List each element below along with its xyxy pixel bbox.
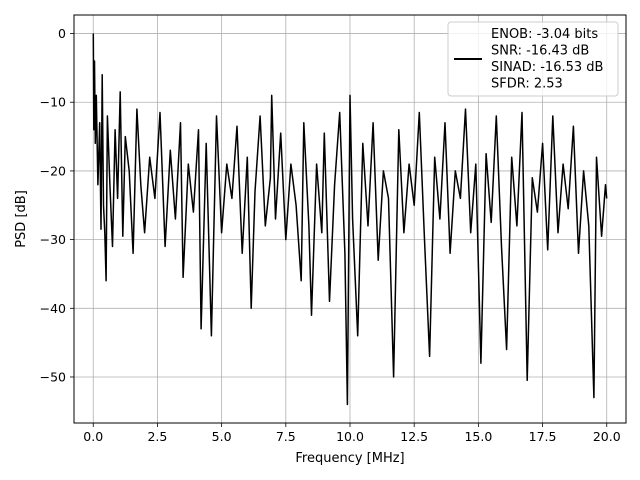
x-tick-label: 12.5: [400, 429, 428, 444]
legend-enob: ENOB: -3.04 bits: [491, 27, 598, 42]
ticks: 0.0 2.5 5.0 7.5 10.0 12.5 15.0 17.5 20.0 0 −10 −20 −…: [40, 26, 621, 444]
x-tick-label: 17.5: [529, 429, 557, 444]
y-tick-label: 0: [58, 26, 66, 41]
x-tick-label: 15.0: [464, 429, 492, 444]
x-tick-label: 0.0: [83, 429, 103, 444]
x-tick-label: 2.5: [147, 429, 167, 444]
psd-series-line: [92, 33, 608, 406]
x-axis-label: Frequency [MHz]: [295, 451, 404, 466]
legend: ENOB: -3.04 bits SNR: -16.43 dB SINAD: -…: [447, 21, 619, 97]
legend-snr: SNR: -16.43 dB: [491, 44, 589, 59]
y-tick-label: −40: [40, 301, 66, 316]
y-tick-label: −20: [40, 163, 66, 178]
x-tick-label: 20.0: [593, 429, 621, 444]
y-tick-label: −30: [40, 232, 66, 247]
legend-sfdr: SFDR: 2.53: [491, 77, 563, 92]
x-tick-label: 5.0: [212, 429, 232, 444]
legend-sinad: SINAD: -16.53 dB: [491, 60, 603, 75]
legend-box: [447, 21, 619, 97]
y-tick-label: −10: [40, 95, 66, 110]
x-tick-label: 10.0: [336, 429, 364, 444]
x-tick-label: 7.5: [276, 429, 296, 444]
y-axis-label: PSD [dB]: [14, 190, 29, 248]
series-layer: [92, 33, 608, 406]
y-tick-label: −50: [40, 369, 66, 384]
